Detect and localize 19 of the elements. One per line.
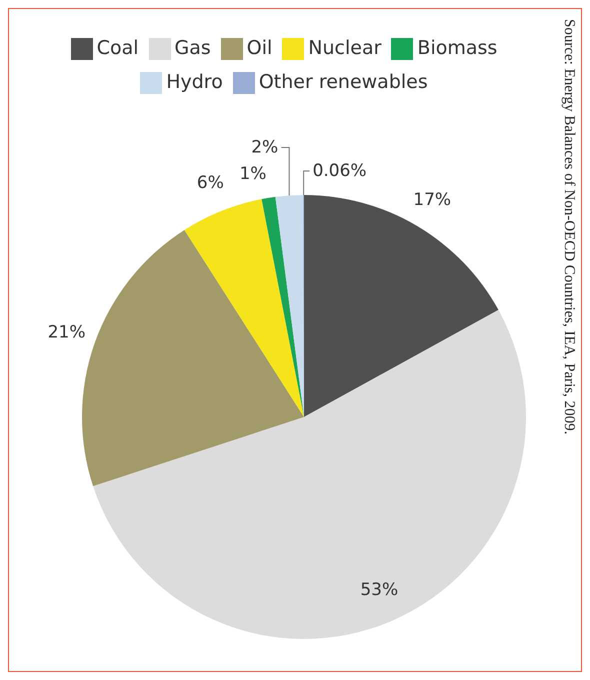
data-label: 17%	[413, 190, 452, 210]
pie-slice	[275, 195, 304, 417]
legend-label: Coal	[96, 37, 139, 59]
data-label: 0.06%	[312, 161, 367, 181]
data-label: 53%	[360, 580, 398, 600]
data-label: 6%	[196, 173, 224, 194]
data-label: 21%	[48, 322, 86, 342]
legend-label: Biomass	[417, 37, 498, 59]
legend-label: Nuclear	[308, 37, 382, 59]
legend-label: Oil	[246, 37, 272, 59]
legend-label: Other renewables	[258, 71, 428, 93]
pie-slice	[262, 196, 304, 417]
data-label: 1%	[239, 164, 266, 184]
data-label: 2%	[251, 137, 278, 158]
pie-slice	[93, 310, 526, 639]
source-note: Source: Energy Balances of Non-OECD Countries, IEA, Paris, 2009.	[560, 19, 577, 434]
legend-label: Gas	[174, 37, 211, 59]
legend-label: Hydro	[166, 71, 223, 93]
pie-slice	[184, 199, 304, 417]
